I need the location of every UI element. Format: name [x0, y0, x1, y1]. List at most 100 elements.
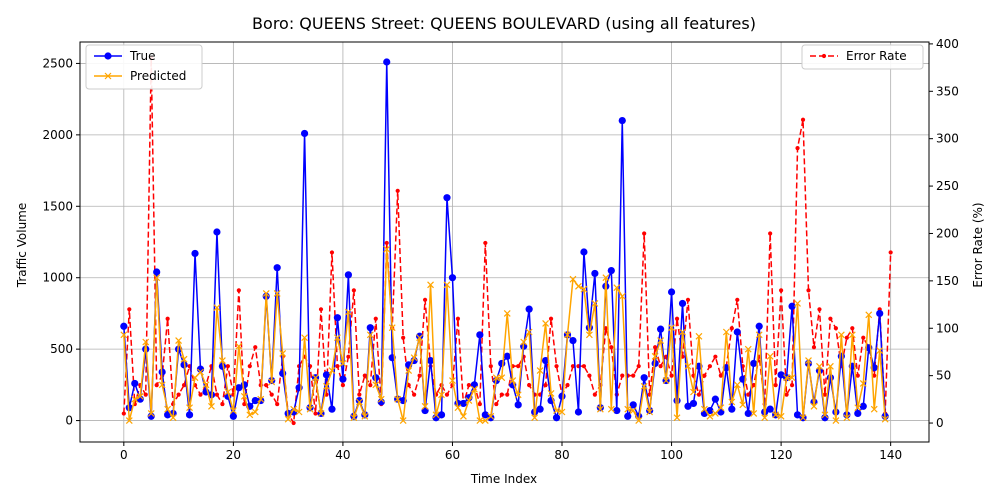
error-rate-point: [264, 383, 269, 388]
true-point: [733, 328, 741, 336]
error-rate-point: [570, 364, 576, 369]
predicted-point: [646, 408, 654, 416]
error-rate-point: [817, 307, 822, 312]
error-rate-point: [357, 392, 362, 397]
predicted-point: [788, 374, 796, 382]
predicted-point: [443, 281, 451, 289]
predicted-point: [733, 381, 741, 389]
true-point: [333, 314, 342, 322]
true-point: [750, 359, 758, 368]
predicted-point: [344, 308, 352, 316]
error-rate-point: [746, 392, 751, 397]
error-rate-point: [713, 354, 718, 359]
error-rate-series: [121, 56, 893, 426]
true-point: [793, 411, 802, 419]
predicted-point: [564, 331, 571, 339]
error-rate-point: [340, 383, 346, 388]
true-point: [235, 384, 243, 392]
true-point: [744, 409, 752, 418]
error-rate-point: [242, 401, 247, 407]
predicted-point: [432, 411, 440, 419]
predicted-point: [542, 320, 550, 327]
x-tick-label: 120: [770, 448, 793, 462]
predicted-point: [520, 338, 528, 346]
y-tick-label: 2000: [42, 128, 73, 142]
true-point: [673, 396, 681, 405]
predicted-point: [366, 331, 374, 339]
predicted-point: [657, 337, 665, 344]
predicted-point: [739, 401, 747, 409]
error-rate-point: [313, 411, 318, 416]
predicted-point: [536, 367, 544, 374]
predicted-point: [701, 405, 708, 413]
error-rate-point: [143, 392, 148, 397]
error-rate-point: [609, 345, 614, 350]
predicted-point: [246, 411, 254, 419]
error-rate-point: [362, 373, 367, 378]
predicted-point: [208, 402, 215, 410]
legend-left: True Predicted: [85, 44, 203, 90]
predicted-point: [273, 290, 281, 297]
error-rate-point: [888, 250, 893, 255]
predicted-point: [350, 414, 358, 422]
true-point: [514, 401, 522, 409]
plot-area: [120, 56, 893, 426]
true-point: [503, 352, 511, 360]
predicted-point: [859, 380, 867, 387]
predicted-point: [503, 310, 511, 317]
x-tick-label: 140: [879, 448, 902, 462]
error-rate-point: [121, 411, 126, 416]
error-rate-point: [455, 316, 461, 321]
true-point: [574, 408, 583, 416]
error-rate-point: [844, 335, 849, 340]
error-rate-point: [784, 392, 789, 397]
right-y-axis-label: Error Rate (%): [971, 202, 985, 287]
axes-frame: [79, 41, 930, 443]
predicted-point: [164, 405, 172, 413]
error-rate-point: [346, 354, 351, 359]
predicted-point: [470, 385, 478, 393]
true-point: [667, 288, 676, 296]
predicted-point: [136, 392, 144, 400]
true-point: [536, 405, 544, 413]
predicted-point: [257, 395, 265, 403]
true-point: [213, 228, 221, 236]
true-point: [131, 379, 139, 388]
true-point: [366, 324, 374, 332]
error-rate-point: [291, 420, 296, 426]
predicted-point: [580, 285, 588, 293]
predicted-point: [153, 274, 161, 282]
predicted-point: [711, 410, 719, 417]
error-rate-point: [822, 392, 828, 397]
x-tick-label: 20: [226, 448, 241, 462]
error-rate-point: [269, 392, 274, 397]
predicted-point: [553, 407, 560, 414]
predicted-point: [684, 362, 692, 370]
right-y-tick-label: 100: [936, 321, 959, 335]
predicted-point: [487, 412, 495, 420]
error-rate-point: [543, 383, 548, 388]
true-point: [755, 322, 763, 330]
predicted-point: [761, 414, 769, 422]
error-rate-point: [669, 373, 674, 378]
predicted-point: [476, 417, 484, 424]
error-rate-point: [811, 345, 817, 350]
predicted-point: [525, 328, 533, 336]
error-rate-point: [488, 364, 493, 369]
predicted-point: [492, 374, 500, 382]
error-rate-point: [581, 364, 587, 369]
error-rate-point: [351, 288, 356, 293]
error-rate-point: [620, 373, 625, 378]
true-point: [552, 414, 561, 422]
error-rate-point: [592, 392, 597, 397]
predicted-point: [865, 311, 873, 319]
true-point: [788, 302, 796, 310]
predicted-point: [427, 281, 434, 289]
predicted-point: [766, 352, 774, 360]
predicted-point: [169, 414, 177, 422]
error-rate-point: [516, 364, 521, 369]
predicted-point: [772, 411, 780, 419]
predicted-point: [509, 377, 517, 384]
error-rate-point: [855, 373, 860, 378]
y-tick-label: 500: [50, 342, 73, 356]
